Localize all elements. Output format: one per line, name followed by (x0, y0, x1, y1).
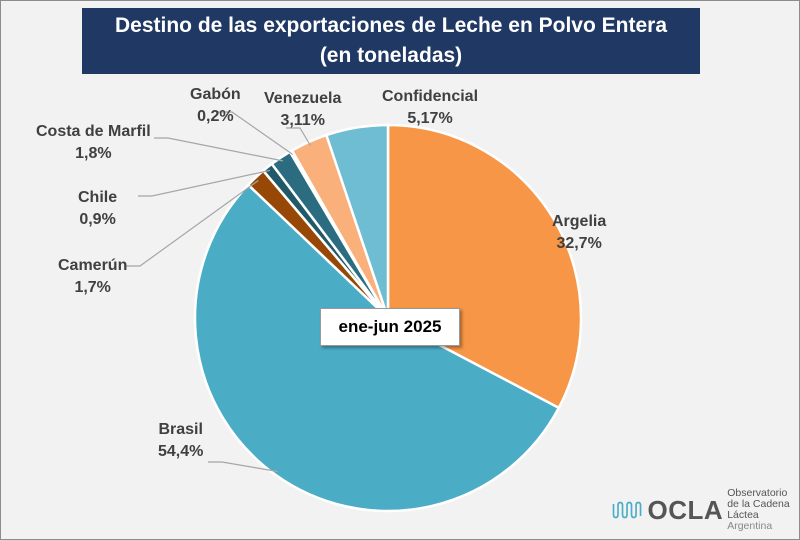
leader-line-camerún (126, 180, 259, 267)
leader-line-brasil (208, 461, 278, 473)
logo-line-3: Argentina (727, 520, 773, 532)
ocla-logo: OCLA Observatorio de la Cadena Láctea Ar… (612, 487, 800, 532)
label-gabon: Gabón 0,2% (190, 86, 241, 125)
title-line-1: Destino de las exportaciones de Leche en… (114, 14, 667, 37)
pie-slice-confidencial (324, 123, 390, 319)
label-argelia: Argelia 32,7% (552, 213, 607, 252)
label-chile: Chile 0,9% (78, 189, 118, 228)
label-confidencial: Confidencial 5,17% (382, 88, 479, 127)
leader-line-chile (138, 169, 271, 197)
pie-slice-brasil (193, 183, 561, 513)
leader-line-venezuela (286, 127, 311, 146)
label-brasil: Brasil 54,4% (158, 421, 204, 460)
logo-line-1: Observatorio (727, 487, 788, 499)
label-camerun: Camerún 1,7% (58, 257, 128, 296)
label-venezuela: Venezuela 3,11% (264, 90, 342, 129)
wave-icon (612, 501, 642, 519)
title-line-2: (en toneladas) (319, 44, 463, 67)
logo-line-2: de la Cadena Láctea (727, 498, 790, 521)
period-annotation: ene-jun 2025 (320, 308, 460, 346)
leader-line-gabón (218, 111, 294, 156)
logo-name: OCLA (647, 494, 724, 525)
leader-line-costa-de-marfil (154, 137, 284, 162)
label-costa-de-marfil: Costa de Marfil 1,8% (36, 123, 151, 162)
chart-title: Destino de las exportaciones de Leche en… (82, 8, 700, 74)
